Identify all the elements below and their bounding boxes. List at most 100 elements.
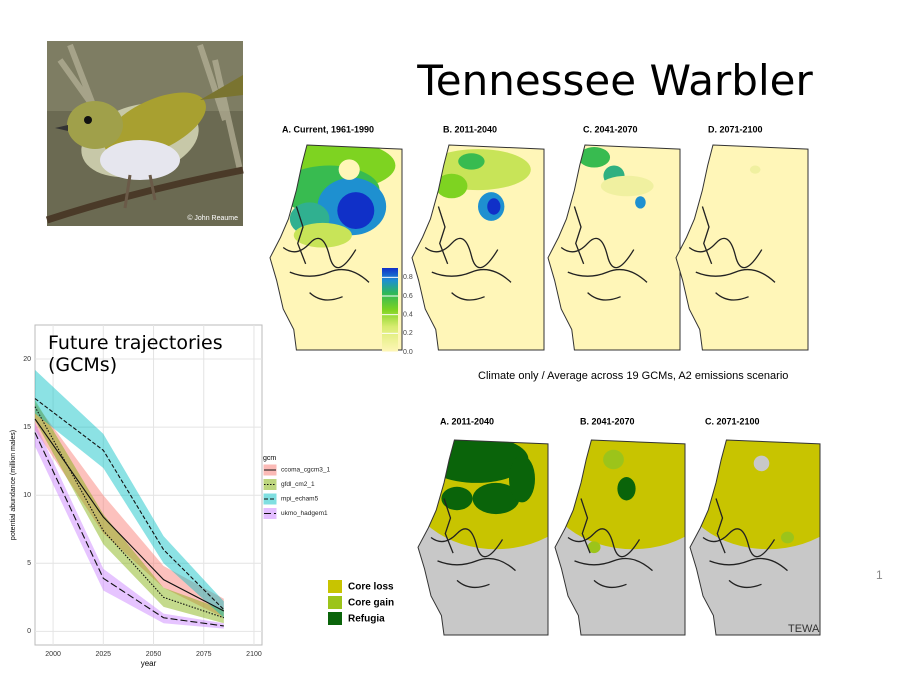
map-outline [411, 144, 545, 351]
line [34, 398, 225, 610]
map-patch [617, 477, 636, 501]
photo-credit: © John Reaume [187, 214, 238, 222]
map-outline [417, 439, 549, 636]
legend-label: Core loss [348, 582, 394, 593]
map-boundary [430, 498, 516, 589]
map-patch [472, 482, 520, 515]
map-patch [337, 192, 375, 230]
x-tick-label: 2025 [96, 651, 112, 658]
y-tick-label: 0 [27, 628, 31, 635]
map-patch [635, 196, 646, 209]
map-land [676, 145, 808, 350]
legend-label: Refugia [348, 614, 385, 625]
page-number: 1 [876, 568, 883, 582]
x-tick-label: 2100 [246, 651, 262, 658]
colorbar-tick-label: 0.8 [403, 274, 413, 281]
map-panel-label: C. 2041-2070 [583, 124, 638, 134]
map-boundaries [282, 206, 370, 301]
map-patch [509, 455, 535, 503]
map-land [548, 145, 680, 350]
map-outline [269, 144, 403, 351]
map-patch [487, 198, 501, 215]
map-boundaries [430, 498, 516, 589]
map-boundaries [424, 206, 512, 301]
map [269, 144, 403, 351]
map-patch [600, 175, 654, 197]
x-axis-label: year [141, 659, 157, 668]
map-patch [555, 440, 685, 550]
map-patches [690, 440, 820, 550]
legend-swatch [328, 596, 342, 609]
chart-title: Future trajectories (GCMs) [48, 332, 223, 376]
map-patch [603, 449, 624, 470]
colorbar-tick-label: 0.4 [403, 312, 413, 319]
legend-swatch [328, 612, 342, 625]
map-patches [578, 147, 654, 209]
map-boundary [567, 498, 653, 589]
plot-area [34, 324, 263, 646]
map-patch [690, 440, 820, 550]
legend-label: ccoma_cgcm3_1 [281, 467, 331, 474]
map [554, 439, 686, 636]
map-boundary [688, 206, 776, 301]
map-panel-label: C. 2071-2100 [705, 416, 760, 426]
slide-title: Tennessee Warbler [417, 56, 813, 105]
map-patch [441, 486, 473, 511]
credit: TEWA [788, 623, 820, 635]
map-outline [554, 439, 686, 636]
map-panel-label: B. 2011-2040 [443, 124, 497, 134]
map-patch [753, 455, 770, 472]
map-boundary [702, 498, 788, 589]
bird-photo: © John Reaume [45, 41, 244, 226]
line [34, 406, 225, 619]
map-outline [547, 144, 681, 351]
colorbar [382, 268, 398, 352]
map-patches [418, 440, 548, 550]
map-boundaries [560, 206, 648, 301]
x-tick-label: 2075 [196, 651, 212, 658]
y-axis-label: potential abundance (million males) [10, 430, 17, 540]
map-outline [689, 439, 821, 636]
y-tick-label: 15 [23, 424, 31, 431]
map-patches [425, 149, 531, 221]
map-patch [578, 147, 611, 168]
map-patches [276, 145, 396, 248]
map [689, 439, 821, 636]
y-tick-label: 20 [23, 356, 31, 363]
map-panel-label: D. 2071-2100 [708, 124, 763, 134]
map-boundary [424, 206, 512, 301]
map-patch [458, 153, 485, 170]
legend-label: gfdl_cm2_1 [281, 481, 315, 488]
map-boundaries [688, 206, 776, 301]
chart: 0 5 10 15 20 2000 2025 2050 2075 2100 year potentia… [10, 324, 331, 668]
map [675, 144, 809, 351]
legend-label: Core gain [348, 598, 394, 609]
y-tick-label: 5 [27, 560, 31, 567]
map-patches [749, 165, 761, 174]
line [34, 432, 224, 627]
y-tick-label: 10 [23, 492, 31, 499]
x-tick-label: 2050 [146, 651, 162, 658]
map-boundary [282, 206, 370, 301]
map-panel-label: B. 2041-2070 [580, 416, 635, 426]
ribbon [35, 402, 224, 618]
map-caption: Climate only / Average across 19 GCMs, A… [478, 370, 788, 382]
map [411, 144, 545, 351]
map-boundaries [702, 498, 788, 589]
map-boundaries [567, 498, 653, 589]
map-patch [781, 531, 794, 544]
x-tick-label: 2000 [45, 651, 61, 658]
map-patch [338, 159, 360, 180]
map-boundary [560, 206, 648, 301]
map-patch [587, 541, 601, 554]
map [547, 144, 681, 351]
legend-label: mpi_echam5 [281, 496, 319, 503]
map-patch [293, 222, 352, 248]
colorbar-tick-label: 0.0 [403, 349, 413, 356]
map-outline [675, 144, 809, 351]
map-patch [435, 173, 468, 199]
ribbon [35, 423, 224, 629]
legend-label: ukmo_hadgem1 [281, 510, 328, 517]
